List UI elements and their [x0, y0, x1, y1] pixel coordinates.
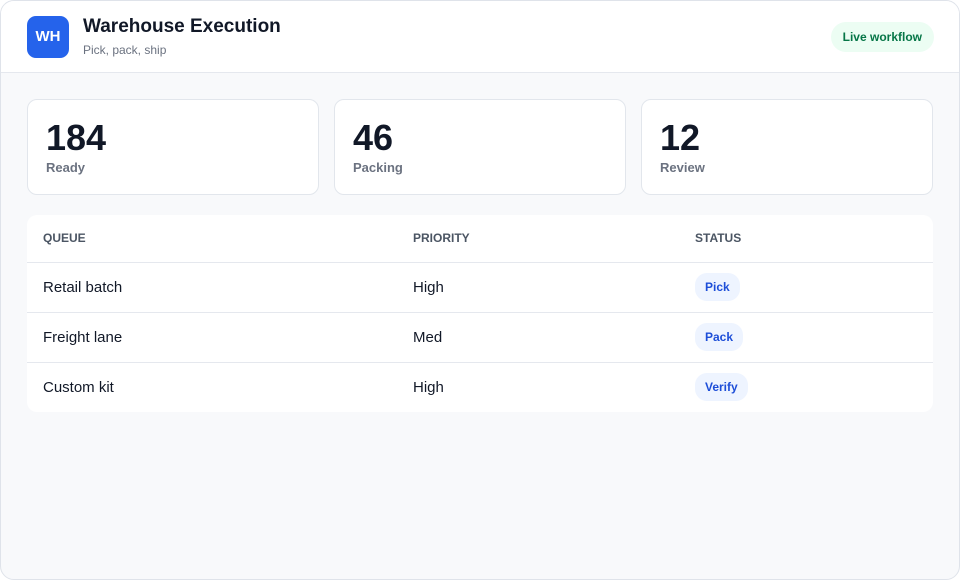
- stat-value: 12: [660, 117, 701, 158]
- table: QUEUE PRIORITY STATUS Retail batch High Pick F…: [27, 215, 933, 412]
- status-pill: Pack: [695, 323, 744, 351]
- table-row: Freight lane Med Pack: [27, 311, 933, 362]
- column-header: QUEUE: [27, 215, 397, 263]
- status-pill: Verify: [695, 373, 748, 402]
- cell: Retail batch: [43, 278, 123, 296]
- table-row: Retail batch High Pick: [27, 262, 933, 312]
- table-row: Custom kit High Verify: [27, 361, 933, 412]
- title: Warehouse Execution: [83, 16, 281, 37]
- header: WH Warehouse Execution Pick, pack, ship …: [1, 1, 959, 73]
- status-badge: Live workflow: [830, 22, 934, 52]
- stat-card: 12 Review: [641, 99, 933, 195]
- stat-label: Ready: [46, 160, 86, 175]
- stat-label: Review: [660, 160, 705, 175]
- cell: Pack: [679, 311, 933, 362]
- logo: WH: [27, 15, 69, 58]
- stat-card: 184 Ready: [27, 99, 319, 195]
- cell: Verify: [679, 361, 933, 412]
- subtitle: Pick, pack, ship: [83, 43, 167, 57]
- cell: Pick: [679, 262, 933, 312]
- stat-value: 46: [353, 117, 394, 158]
- stat-value: 184: [46, 117, 107, 158]
- cell: Custom kit: [27, 361, 397, 412]
- column-header: STATUS: [679, 215, 933, 263]
- cell: High: [413, 278, 444, 296]
- cell: High: [397, 361, 679, 412]
- cell: Freight lane: [27, 311, 397, 362]
- table-card: QUEUE PRIORITY STATUS Retail batch High Pick F…: [27, 215, 933, 412]
- stat-card: 46 Packing: [334, 99, 626, 195]
- stats: 184 Ready 46 Packing 12 Review: [1, 73, 959, 195]
- status-pill: Pick: [695, 273, 740, 301]
- column-header: PRIORITY: [397, 215, 679, 263]
- stat-label: Packing: [353, 160, 403, 175]
- cell: Med: [397, 311, 679, 362]
